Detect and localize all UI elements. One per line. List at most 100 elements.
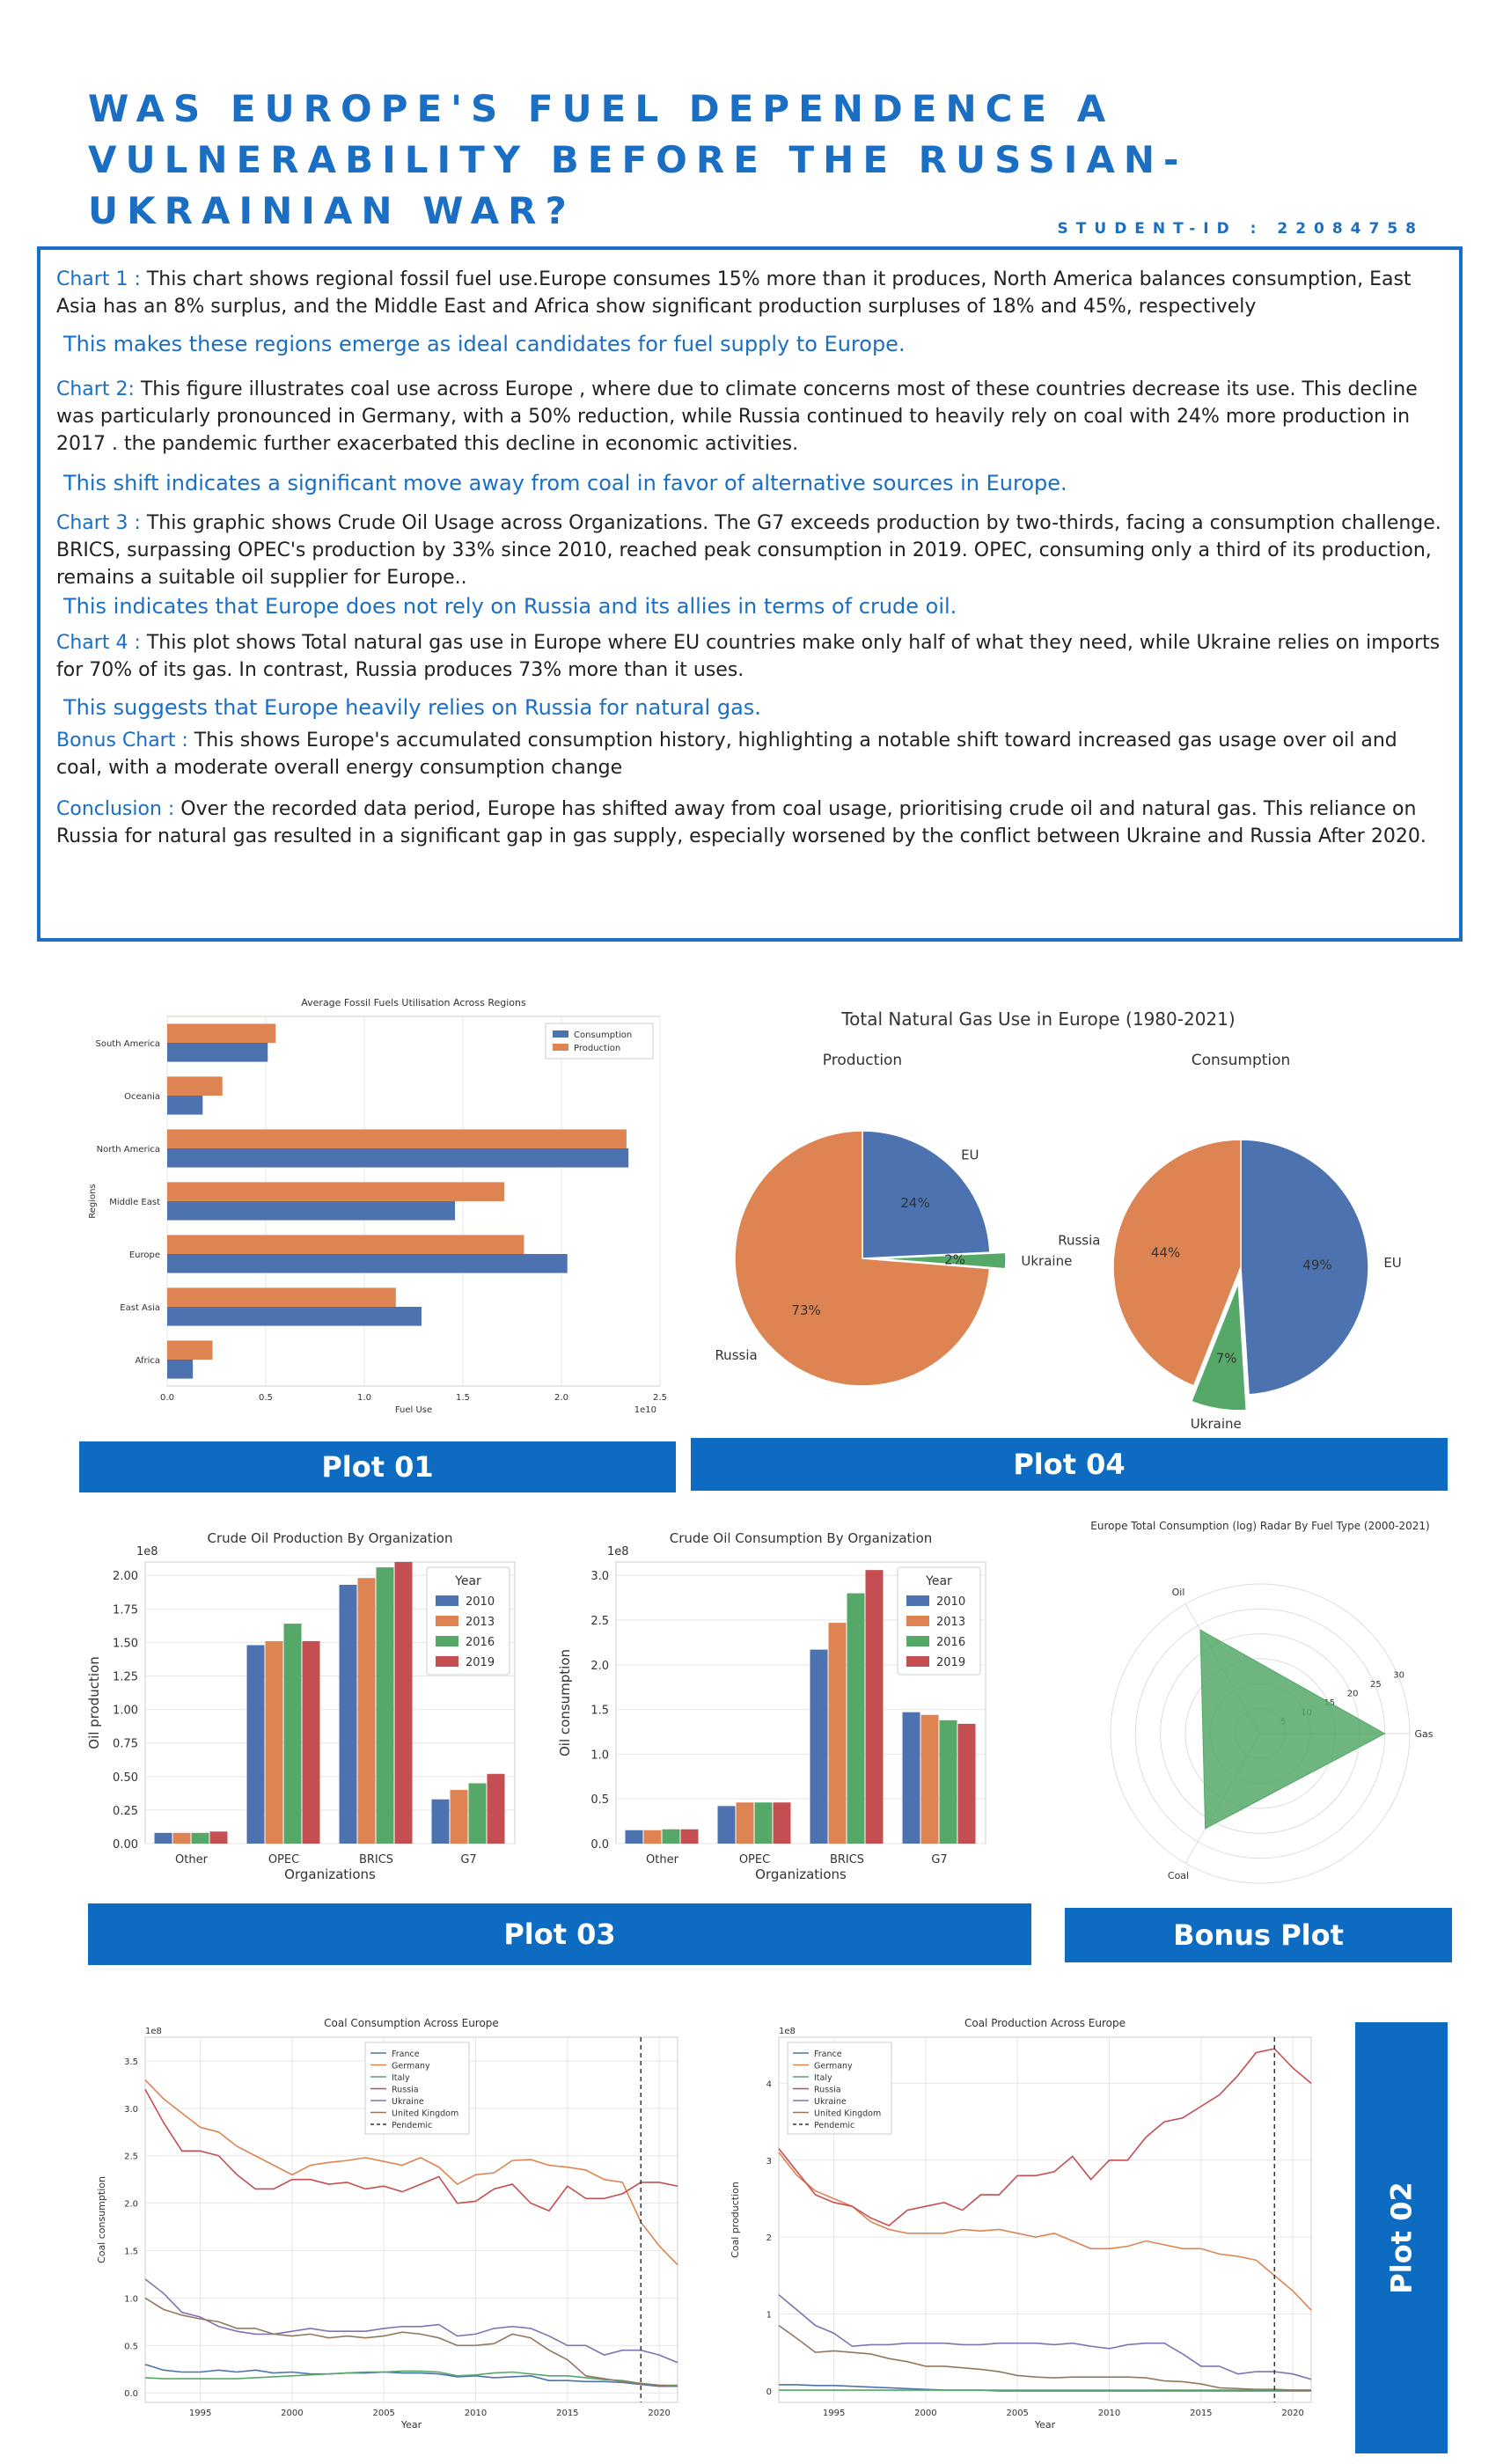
plot01-legend-label: Consumption — [574, 1030, 632, 1040]
plot04-slice-label: Russia — [1058, 1233, 1100, 1249]
plot04-slice-label: EU — [961, 1147, 979, 1162]
bonus-text: This shows Europe's accumulated consumpt… — [56, 730, 1397, 779]
plot01-chart: Average Fossil Fuels Utilisation Across … — [79, 981, 678, 1439]
plot04-slice-label: Ukraine — [1021, 1253, 1072, 1269]
plot04-pie-slice — [734, 1130, 991, 1387]
plot03a-bar — [283, 1624, 302, 1844]
plot03b-bar — [939, 1720, 957, 1844]
plot01-xtick-label: 0.0 — [160, 1393, 174, 1403]
chart2-note: Chart 2: This figure illustrates coal us… — [56, 376, 1445, 458]
plot03a-ytick-label: 0.75 — [113, 1738, 138, 1751]
plot01-category-label: Europe — [129, 1250, 160, 1260]
plot02b-legend-label: Italy — [814, 2073, 832, 2083]
plot04-slice-pct: 73% — [791, 1302, 820, 1318]
plot02a-legend-label: France — [392, 2050, 420, 2059]
plot03b-bar — [847, 1593, 865, 1844]
plot01-legend-box — [545, 1023, 654, 1060]
chart1-text: This chart shows regional fossil fuel us… — [56, 268, 1412, 318]
plot03a-bar — [431, 1799, 450, 1844]
plot02a-series-line — [144, 2297, 678, 2387]
plot02a-xtick-label: 2005 — [372, 2409, 394, 2418]
plot02b-legend-label: United Kingdom — [814, 2109, 881, 2119]
plot03b-ytick-label: 2.5 — [590, 1615, 609, 1628]
plot04-pie-slice — [877, 1251, 1007, 1270]
bonus-rtick-label: 30 — [1393, 1670, 1404, 1680]
plot01-bar-production — [167, 1182, 505, 1201]
plot03b-ytick-label: 1.0 — [590, 1749, 609, 1762]
plot03b-ytick-label: 1.5 — [590, 1705, 609, 1718]
plot01-xlabel: Fuel Use — [395, 1405, 432, 1415]
plot03b-y-scale: 1e8 — [607, 1545, 629, 1558]
plot03a-ytick-label: 1.50 — [113, 1637, 138, 1650]
plot02b-ytick-label: 4 — [766, 2079, 772, 2089]
bonus-title: Europe Total Consumption (log) Radar By … — [1090, 1520, 1429, 1532]
plot03a-ytick-label: 1.25 — [113, 1671, 138, 1684]
conclusion-note: Conclusion : Over the recorded data peri… — [56, 796, 1445, 850]
plot03b-bar — [736, 1802, 754, 1844]
plot01-xtick-label: 2.5 — [653, 1393, 667, 1403]
page-title: WAS EUROPE'S FUEL DEPENDENCE A VULNERABI… — [88, 87, 1188, 232]
plot02a-legend-label: Ukraine — [392, 2097, 424, 2107]
plot01-bar-consumption — [167, 1096, 203, 1115]
plot03a-bar — [302, 1640, 320, 1844]
plot04-slice-label: Ukraine — [1191, 1416, 1242, 1432]
plot01-bar-production — [167, 1235, 524, 1254]
plot01-bar-production — [167, 1129, 627, 1148]
chart1-highlight: This makes these regions emerge as ideal… — [63, 332, 906, 356]
plot02b-ytick-label: 0 — [766, 2387, 772, 2397]
plot01-category-label: North America — [97, 1145, 160, 1155]
plot03a-chart: Crude Oil Production By Organization 1e8 0… — [79, 1514, 546, 1901]
plot03b-bar — [865, 1570, 884, 1844]
plot02a-ytick-label: 2.5 — [124, 2152, 138, 2162]
plot02b-title: Coal Production Across Europe — [964, 2017, 1126, 2029]
plot02b-series-line — [778, 2152, 1312, 2311]
plot03a-xlabel: Organizations — [284, 1866, 376, 1882]
plot02b-legend-label: Russia — [814, 2086, 841, 2095]
chart4-label: Chart 4 : — [56, 632, 141, 654]
plot03b-bar — [810, 1649, 828, 1844]
plot02a-xlabel: Year — [400, 2419, 422, 2431]
plot02a-ytick-label: 1.5 — [124, 2248, 138, 2257]
plot01-legend-swatch — [553, 1030, 568, 1038]
chart2-highlight: This shift indicates a significant move … — [63, 471, 1067, 495]
plot02-label-text: Plot 02 — [1384, 2182, 1419, 2294]
plot02b-xtick-label: 2020 — [1281, 2409, 1303, 2418]
bonus-label: Bonus Chart : — [56, 730, 188, 752]
plot02a-chart: Coal Consumption Across Europe 1e8 1995 200… — [84, 2002, 717, 2455]
plot02b-series-line — [779, 2384, 1311, 2392]
plot04-pie-slice — [1112, 1139, 1242, 1387]
chart3-note: Chart 3 : This graphic shows Crude Oil U… — [56, 510, 1445, 591]
plot04-pie-slice — [862, 1130, 991, 1259]
plot02b-xtick-label: 2010 — [1098, 2409, 1120, 2418]
plot03a-bar — [265, 1640, 283, 1844]
plot02b-ytick-label: 3 — [766, 2157, 772, 2167]
plot02b-series-line — [778, 2048, 1312, 2226]
plot03a-bar — [394, 1562, 413, 1844]
plot02b-series-line — [778, 2324, 1311, 2391]
plot02b-xtick-label: 1995 — [823, 2409, 845, 2418]
plot04-pie-slice — [1240, 1139, 1369, 1396]
plot02b-series-line — [778, 2294, 1312, 2380]
plot03b-legend-label: 2010 — [936, 1595, 965, 1609]
plot03a-title: Crude Oil Production By Organization — [208, 1530, 453, 1546]
plot03a-bar — [246, 1645, 265, 1844]
plot02a-legend-label: United Kingdom — [392, 2109, 458, 2119]
plot02b-legend-label: Germany — [814, 2062, 853, 2072]
chart4-highlight: This suggests that Europe heavily relies… — [63, 695, 761, 720]
chart3-label: Chart 3 : — [56, 512, 141, 534]
plot03b-bar — [680, 1829, 699, 1844]
plot03a-legend-label: 2016 — [466, 1636, 495, 1649]
plot02b-legend-label: Ukraine — [814, 2097, 847, 2107]
plot01-xtick-label: 1.5 — [456, 1393, 470, 1403]
plot03a-bar — [191, 1832, 209, 1844]
plot03b-bar — [625, 1830, 643, 1844]
bonus-label: Bonus Plot — [1065, 1908, 1452, 1962]
plot03a-ytick-label: 0.25 — [113, 1805, 138, 1818]
chart2-text: This figure illustrates coal use across … — [56, 378, 1418, 455]
plot02b-y-scale: 1e8 — [779, 2027, 796, 2036]
plot03b-legend-swatch — [906, 1656, 929, 1667]
plot01-label-text: Plot 01 — [321, 1450, 434, 1484]
plot02b-chart: Coal Production Across Europe 1e8 1995 2000… — [717, 2002, 1351, 2455]
plot03b-bar — [920, 1714, 939, 1844]
plot01-xtick-label: 0.5 — [259, 1393, 273, 1403]
